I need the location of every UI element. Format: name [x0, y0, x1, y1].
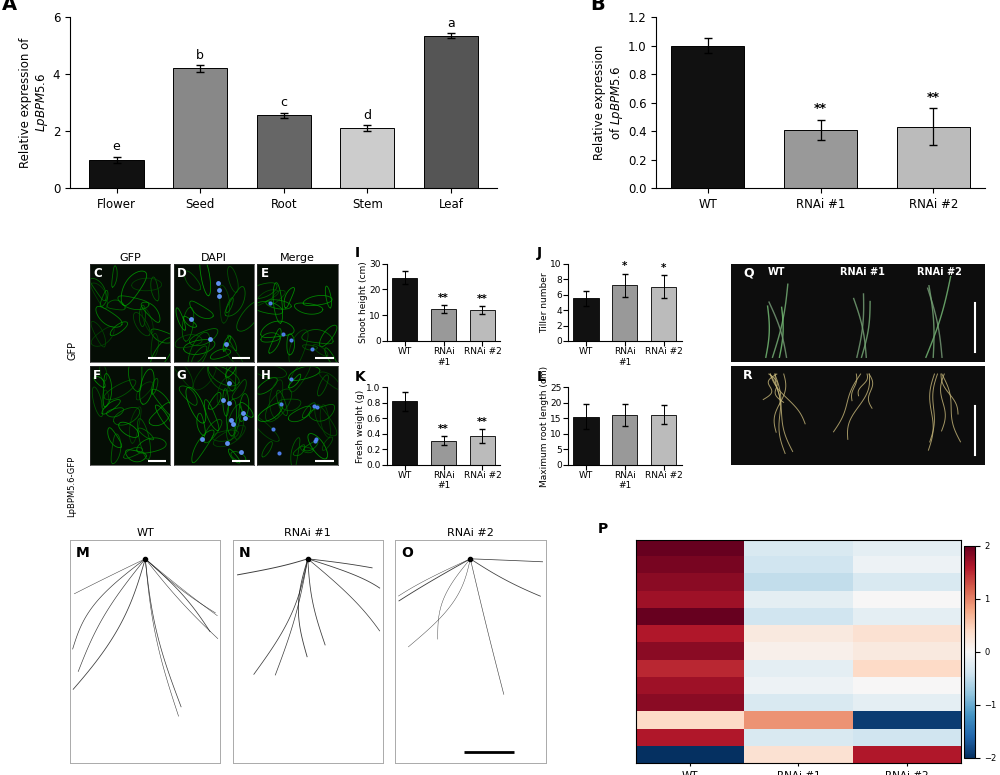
Y-axis label: Tiller number: Tiller number [540, 272, 549, 332]
Text: E: E [261, 267, 269, 280]
Text: N: N [239, 546, 250, 560]
Text: *: * [661, 263, 666, 273]
Text: M: M [76, 546, 90, 560]
Title: Merge: Merge [280, 253, 315, 263]
Bar [173, 68, 227, 188]
Text: **: ** [438, 293, 449, 302]
Y-axis label: Relative expression of
$LpBPM5.6$: Relative expression of $LpBPM5.6$ [19, 37, 50, 168]
Text: **: ** [477, 294, 488, 304]
Bar [257, 115, 311, 188]
Bar [89, 160, 144, 188]
Text: c: c [280, 96, 287, 109]
Text: LpBPM5.6-GFP: LpBPM5.6-GFP [68, 456, 76, 517]
Text: b: b [196, 49, 204, 61]
Text: A: A [2, 0, 17, 14]
Text: **: ** [927, 91, 940, 104]
Text: F: F [93, 369, 101, 382]
Bar [431, 308, 456, 341]
Text: *: * [622, 261, 628, 271]
Text: G: G [177, 369, 187, 382]
Text: WT: WT [768, 267, 785, 277]
Text: I: I [355, 246, 360, 260]
Bar [424, 36, 478, 188]
Text: WT: WT [136, 528, 154, 538]
Y-axis label: Maximum root length (cm): Maximum root length (cm) [540, 366, 549, 487]
Title: GFP: GFP [119, 253, 141, 263]
Bar [392, 278, 417, 341]
Text: **: ** [814, 102, 827, 115]
Title: DAPI: DAPI [201, 253, 227, 263]
Y-axis label: Relative expression
of $LpBPM5.6$: Relative expression of $LpBPM5.6$ [593, 45, 625, 160]
Bar [573, 298, 599, 341]
Y-axis label: Shoot height (cm): Shoot height (cm) [359, 261, 368, 343]
Text: R: R [743, 369, 753, 382]
Bar [651, 415, 676, 465]
Bar [612, 285, 637, 341]
Bar [651, 287, 676, 341]
Bar [431, 441, 456, 465]
Text: O: O [401, 546, 413, 560]
Text: GFP: GFP [67, 341, 77, 360]
Text: Q: Q [743, 267, 754, 280]
Text: d: d [363, 109, 371, 122]
Bar [340, 129, 394, 188]
Text: a: a [447, 17, 455, 30]
Bar [573, 417, 599, 465]
Text: RNAi #1: RNAi #1 [284, 528, 331, 538]
Bar [392, 401, 417, 465]
Text: **: ** [477, 417, 488, 427]
Bar [470, 310, 495, 341]
Bar [612, 415, 637, 465]
Text: J: J [536, 246, 542, 260]
Bar [671, 46, 744, 188]
Text: RNAi #2: RNAi #2 [917, 267, 962, 277]
Text: RNAi #1: RNAi #1 [840, 267, 885, 277]
Y-axis label: Fresh weight (g): Fresh weight (g) [356, 389, 365, 463]
Text: D: D [177, 267, 187, 280]
Text: C: C [93, 267, 102, 280]
Text: **: ** [438, 424, 449, 434]
Text: B: B [590, 0, 605, 14]
Text: L: L [536, 370, 545, 384]
Bar [897, 127, 970, 188]
Text: H: H [261, 369, 270, 382]
Text: K: K [355, 370, 366, 384]
Bar [470, 436, 495, 465]
Text: e: e [113, 140, 120, 153]
Text: P: P [597, 522, 608, 536]
Bar [784, 129, 857, 188]
Text: RNAi #2: RNAi #2 [447, 528, 494, 538]
